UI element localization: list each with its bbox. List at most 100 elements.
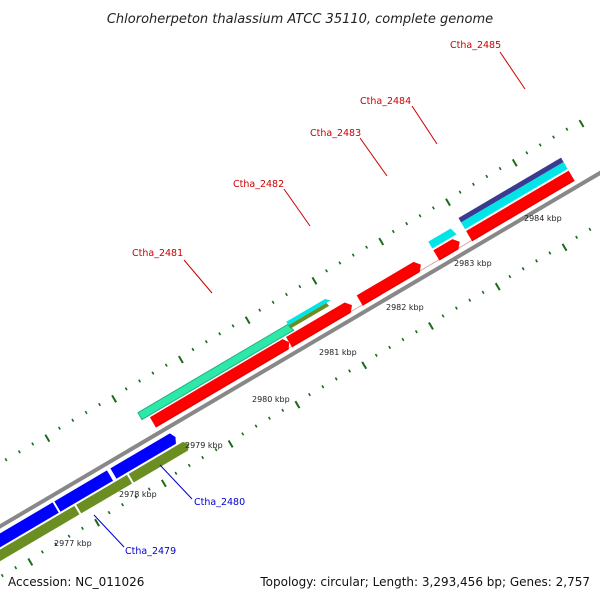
inner-minor-tick: [348, 369, 352, 373]
inner-minor-tick: [267, 416, 271, 420]
outer-minor-tick: [164, 363, 168, 367]
inner-minor-tick: [308, 392, 311, 397]
outer-scale-ticks: [4, 119, 585, 462]
reverse-gene-track: [0, 432, 192, 588]
outer-major-tick: [244, 316, 251, 325]
gene-red-4[interactable]: [433, 237, 462, 261]
outer-minor-tick: [538, 143, 542, 147]
inner-minor-tick: [214, 447, 218, 452]
inner-minor-tick: [201, 455, 205, 460]
outer-minor-tick: [365, 245, 369, 249]
inner-minor-tick: [321, 385, 325, 389]
feature-olive-3[interactable]: [128, 440, 192, 483]
gene-red-3[interactable]: [356, 259, 424, 306]
feature-seagreen[interactable]: [137, 323, 295, 421]
inner-major-tick: [361, 361, 368, 370]
map-frame: [0, 119, 600, 588]
outer-minor-tick: [552, 135, 556, 139]
outer-minor-tick: [391, 229, 395, 234]
gene-label-ctha-2484[interactable]: Ctha_2484: [360, 96, 411, 107]
outer-minor-tick: [31, 442, 35, 446]
outer-minor-tick: [418, 214, 422, 218]
gene-label-ctha-2483[interactable]: Ctha_2483: [310, 128, 361, 139]
inner-minor-tick: [454, 306, 458, 310]
scale-labels: 2977 kbp 2978 kbp 2979 kbp 2980 kbp 2981…: [54, 214, 562, 548]
inner-minor-tick: [588, 227, 592, 232]
outer-minor-tick: [525, 151, 529, 155]
feature-olive-upper[interactable]: [288, 302, 330, 329]
outer-minor-tick: [498, 166, 502, 171]
inner-major-tick: [428, 322, 434, 330]
feature-olive-1[interactable]: [0, 505, 80, 588]
inner-minor-tick: [241, 432, 245, 436]
outer-major-tick: [178, 355, 184, 364]
outer-minor-tick: [17, 450, 21, 454]
outer-major-tick: [44, 434, 51, 443]
outer-major-tick: [111, 394, 118, 403]
inner-major-tick: [561, 243, 568, 252]
inner-minor-tick: [508, 274, 512, 279]
inner-minor-tick: [401, 337, 405, 342]
inner-major-tick: [494, 282, 501, 291]
outer-minor-tick: [204, 339, 208, 344]
gene-blue-3[interactable]: [110, 432, 178, 479]
feature-cyan-long[interactable]: [461, 161, 568, 230]
inner-minor-tick: [254, 424, 258, 428]
outer-minor-tick: [4, 457, 8, 462]
outer-minor-tick: [258, 308, 262, 312]
scale-label-2983: 2983 kbp: [454, 259, 492, 268]
inner-minor-tick: [40, 550, 44, 554]
scale-label-2978: 2978 kbp: [119, 490, 157, 499]
feature-navy[interactable]: [458, 157, 564, 223]
outer-minor-tick: [98, 402, 101, 407]
outer-minor-tick: [405, 221, 409, 226]
genome-title: Chloroherpeton thalassium ATCC 35110, co…: [107, 12, 493, 27]
accession-text: Accession: NC_011026: [8, 575, 144, 589]
gene-label-ctha-2479[interactable]: Ctha_2479: [125, 546, 176, 557]
feature-olive-2[interactable]: [76, 474, 133, 514]
gene-labels: Ctha_2479 Ctha_2480 Ctha_2481 Ctha_2482 …: [125, 40, 501, 557]
gene-red-1[interactable]: [149, 337, 292, 428]
outer-minor-tick: [325, 269, 328, 273]
outer-feature-track: [137, 157, 568, 421]
gene-track: [149, 170, 575, 428]
outer-major-tick: [378, 237, 385, 246]
scale-label-2981: 2981 kbp: [319, 348, 357, 357]
outer-major-tick: [445, 198, 451, 207]
inner-minor-tick: [575, 235, 579, 239]
inner-minor-tick: [414, 329, 418, 334]
inner-major-tick: [27, 558, 34, 566]
inner-minor-tick: [121, 503, 124, 507]
gene-label-ctha-2480[interactable]: Ctha_2480: [194, 497, 245, 508]
inner-scale-ticks: [0, 227, 592, 578]
feature-cyan-short[interactable]: [428, 227, 457, 249]
outer-minor-tick: [191, 347, 195, 352]
gene-red-5[interactable]: [466, 170, 575, 242]
outer-minor-tick: [231, 324, 235, 328]
inner-major-tick: [294, 400, 301, 409]
inner-minor-tick: [147, 487, 151, 491]
inner-minor-tick: [334, 377, 338, 381]
outer-minor-tick: [71, 418, 75, 423]
gene-label-ctha-2481[interactable]: Ctha_2481: [132, 248, 183, 259]
gene-label-ctha-2482[interactable]: Ctha_2482: [233, 179, 284, 190]
gene-blue-1[interactable]: [0, 502, 59, 578]
inner-minor-tick: [481, 290, 485, 295]
outer-minor-tick: [138, 379, 142, 383]
outer-minor-tick: [84, 410, 88, 415]
outer-minor-tick: [565, 127, 569, 131]
outer-minor-tick: [351, 253, 355, 257]
outer-major-tick: [311, 276, 318, 285]
gene-blue-2[interactable]: [54, 470, 114, 512]
scale-label-2977: 2977 kbp: [54, 539, 92, 548]
inner-minor-tick: [468, 298, 472, 302]
feature-cyan-upper[interactable]: [286, 297, 331, 326]
gene-label-ctha-2485[interactable]: Ctha_2485: [450, 40, 501, 51]
genome-summary-text: Topology: circular; Length: 3,293,456 bp…: [259, 575, 590, 589]
inner-minor-tick: [374, 353, 378, 357]
outer-minor-tick: [458, 190, 462, 194]
outer-minor-tick: [431, 206, 435, 210]
gene-red-2[interactable]: [286, 300, 355, 348]
